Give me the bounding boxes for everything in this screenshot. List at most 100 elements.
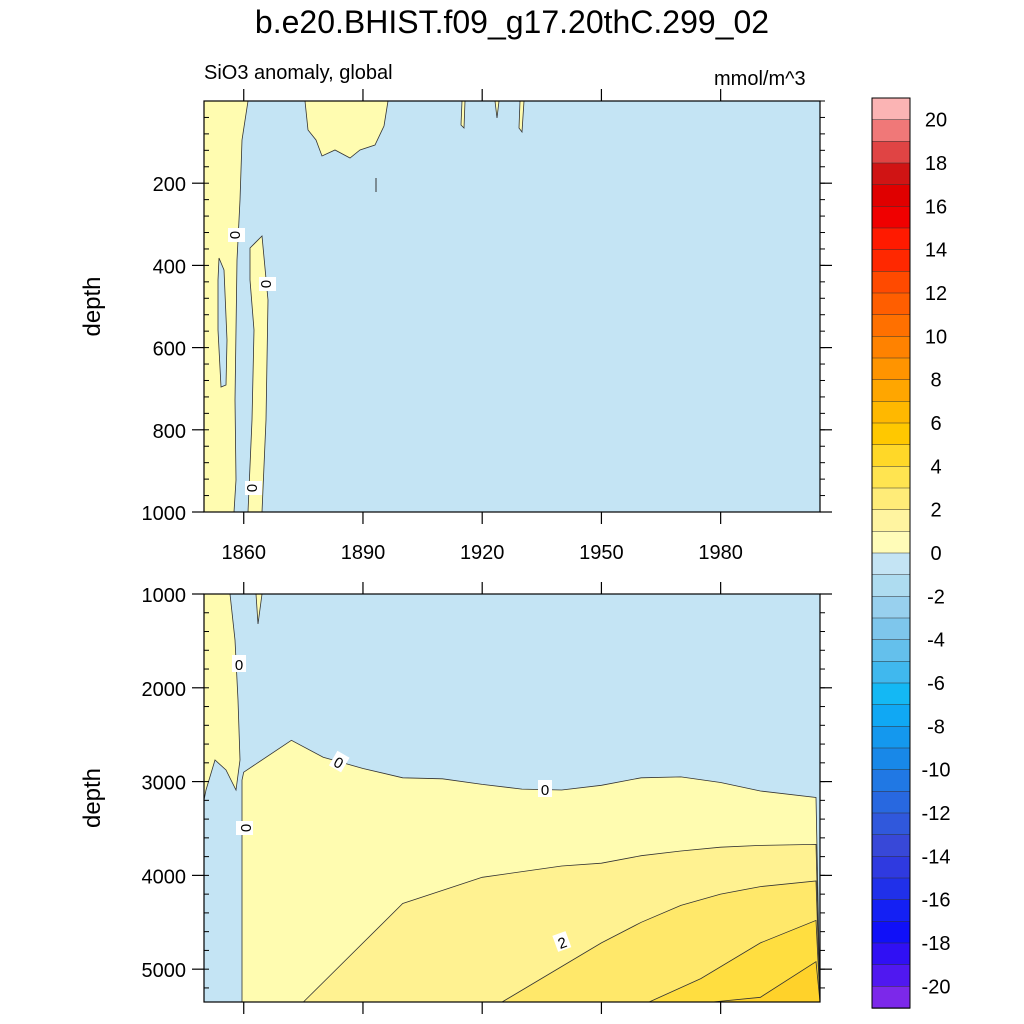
colorbar-label: 14 [925,240,947,262]
colorbar-swatch [871,141,911,164]
colorbar-swatch [871,986,911,1009]
colorbar-swatch [871,249,911,273]
upper-positive-surface-lobe [304,100,389,159]
colorbar-label: 2 [930,500,941,522]
upper-contour-label-0b: 0 [257,277,276,291]
colorbar-frame [871,97,911,1009]
colorbar-swatch [871,704,911,728]
lower-contour-label-0d-bg [236,821,253,835]
colorbar-swatch [871,466,911,489]
colorbar-label: 20 [925,110,947,132]
colorbar-swatch [871,661,911,684]
colorbar-swatch [871,509,911,533]
lower-contour-label-0c-text: 0 [541,782,549,799]
colorbar-swatch [871,314,911,338]
upper-x-tick-label: 1890 [341,542,386,564]
lower-contour-label-0a: 0 [232,655,246,674]
lower-contour-label-0b: 0 [328,750,350,773]
colorbar-swatch [871,921,911,944]
lower-contour-label-2-bg [552,931,572,952]
colorbar-swatch [871,899,911,923]
colorbar-label: -10 [922,760,951,782]
upper-x-tick-label: 1860 [221,542,266,564]
lower-y-tick-label: 4000 [142,866,187,888]
upper-contour-label-0c-text: 0 [243,484,260,492]
upper-contour-panel: 200 400 600 800 1000 1860 1890 1920 1950 1980 dept… [79,89,832,564]
colorbar-swatch [871,162,911,186]
colorbar-label: -2 [927,586,945,608]
upper-negative-intrusion [217,257,228,388]
colorbar-label: 18 [925,153,947,175]
colorbar-swatch [871,856,911,879]
colorbar-label: -16 [922,890,951,912]
colorbar-label: -6 [927,673,945,695]
colorbar-swatch [871,119,911,143]
lower-y-axis-label: depth [79,768,106,828]
lower-y-tick-label: 3000 [142,773,187,795]
colorbar-swatch [871,531,911,554]
upper-x-tick-label: 1950 [579,542,624,564]
colorbar-swatch [871,336,911,359]
upper-x-tick-label: 1920 [460,542,505,564]
colorbar-swatch [871,682,911,706]
colorbar-swatch [871,227,911,251]
colorbar-swatch [871,596,911,619]
colorbar-label: -20 [922,976,951,998]
colorbar-swatch [871,422,911,446]
lower-contour-panel: 1000 2000 3000 4000 5000 depth 0 0 0 0 2 [79,582,832,1014]
lower-contour-label-2: 2 [552,931,572,953]
lower-y-tick-label: 2000 [142,679,187,701]
upper-y-tick-label: 400 [153,256,186,278]
colorbar-label: -8 [927,716,945,738]
upper-frame [203,100,821,513]
colorbar-swatch [871,834,911,858]
lower-positive-strip-upper [203,593,241,801]
colorbar-swatch [871,877,911,901]
chart-title: b.e20.BHIST.f09_g17.20thC.299_02 [254,4,770,40]
colorbar-swatch [871,206,911,229]
lower-contour-label-0a-bg [232,655,246,672]
lower-y-tick-label: 5000 [142,960,187,982]
colorbar-swatch [871,271,911,294]
colorbar-swatch [871,574,911,598]
colorbar-label: -4 [927,630,945,652]
colorbar-label: -12 [922,803,951,825]
upper-y-tick-label: 600 [153,339,186,361]
colorbar-label: 8 [930,370,941,392]
upper-negative-region [204,101,820,512]
upper-contour-label-0b-bg [259,277,276,291]
upper-x-tick-label: 1980 [698,542,743,564]
colorbar-swatch [871,379,911,403]
colorbar: 20181614121086420-2-4-6-8-10-12-14-16-18… [871,97,951,1009]
upper-y-tick-label: 800 [153,421,186,443]
colorbar-swatch [871,964,911,988]
colorbar-label: 10 [925,326,947,348]
lower-contour-label-0c: 0 [538,780,552,799]
colorbar-label: 0 [930,543,941,565]
lower-contour-label-0b-bg [328,750,350,773]
lower-contour-label-0d: 0 [236,821,255,835]
colorbar-swatch [871,184,911,208]
upper-contour-label-0c: 0 [243,481,262,495]
upper-contour-label-0b-text: 0 [257,280,274,288]
upper-y-tick-label: 200 [153,174,186,196]
upper-y-axis-label: depth [79,276,106,336]
colorbar-swatch [871,292,911,316]
colorbar-label: 4 [930,456,941,478]
colorbar-swatch [871,444,911,468]
upper-contour-label-0a-bg [228,228,245,242]
lower-frame [203,593,821,1003]
upper-positive-sliver-1 [460,100,466,129]
colorbar-swatch [871,357,911,381]
colorbar-swatch [871,942,911,966]
colorbar-swatch [871,97,911,121]
lower-contour-label-0a-text: 0 [235,657,243,674]
upper-contour-label-0a-text: 0 [226,231,243,239]
chart-subtitle-variable: SiO3 anomaly, global [204,62,393,84]
colorbar-label: 16 [925,196,947,218]
colorbar-swatch [871,552,911,576]
lower-contour-label-0d-text: 0 [238,824,255,832]
colorbar-label: 6 [930,413,941,435]
colorbar-swatch [871,769,911,793]
